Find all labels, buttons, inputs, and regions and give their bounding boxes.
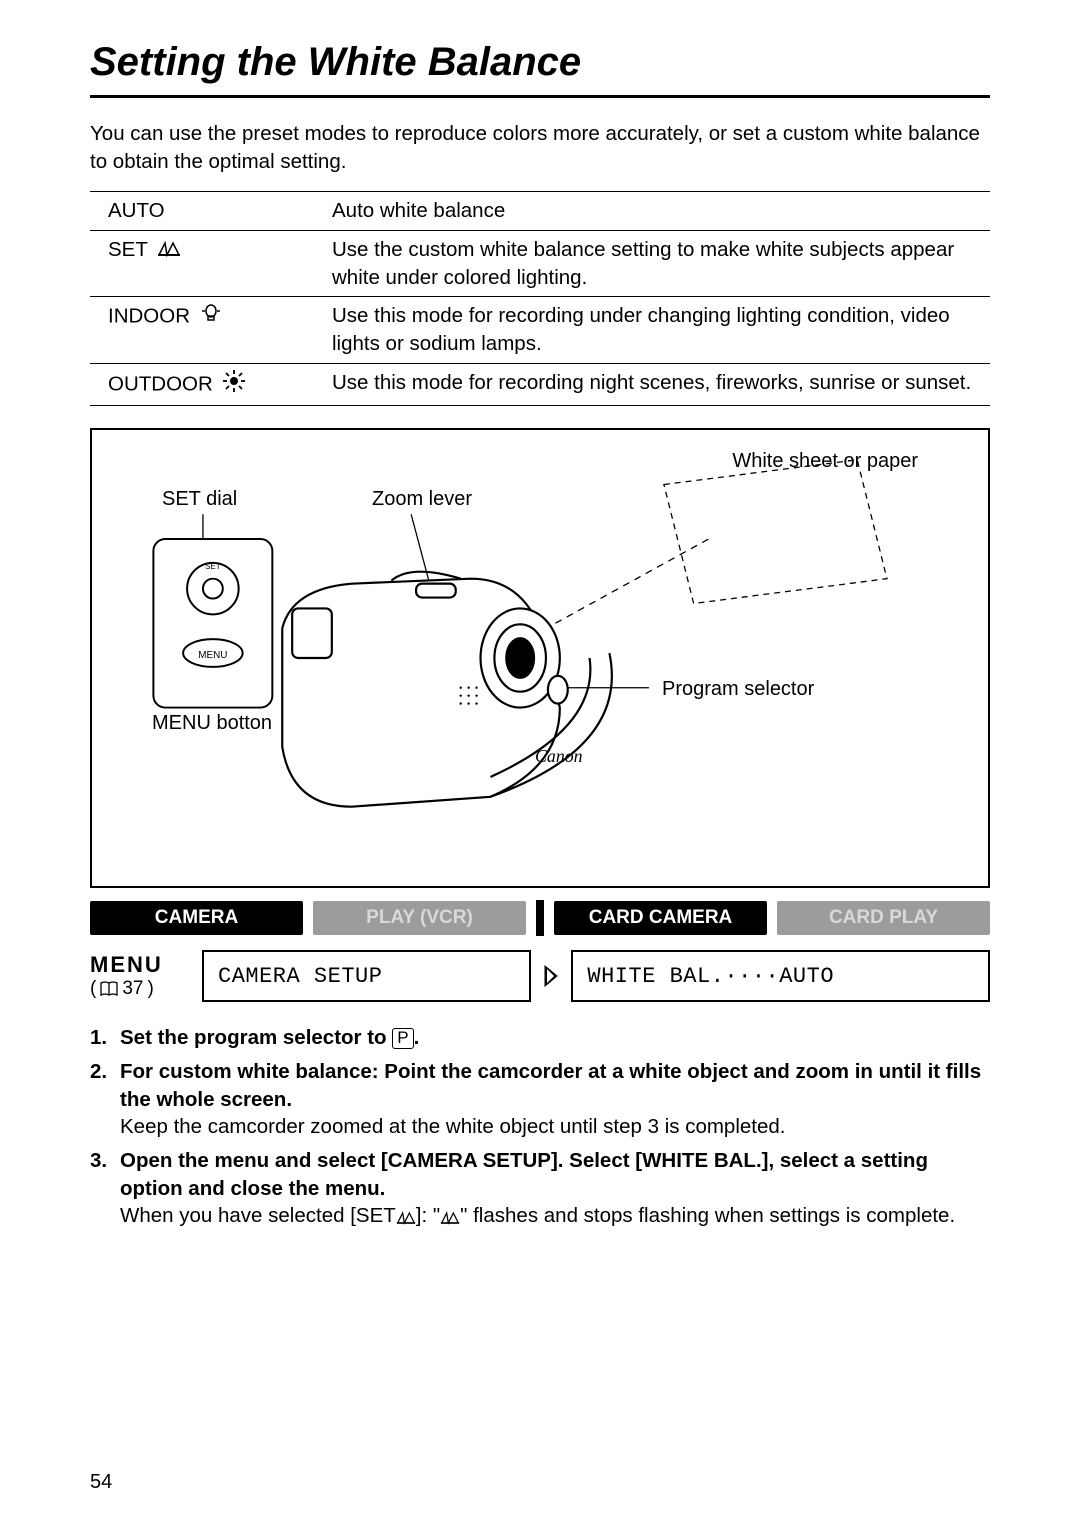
label-program-selector: Program selector: [662, 678, 814, 701]
set-icon: [157, 237, 181, 265]
mode-name: AUTO: [90, 192, 320, 231]
step-body-text: Keep the camcorder zoomed at the white o…: [120, 1113, 990, 1141]
menu-row: MENU ( 37) CAMERA SETUP WHITE BAL.····AU…: [90, 950, 990, 1002]
steps-list: Set the program selector to P. For custo…: [90, 1024, 990, 1233]
mode-desc: Use this mode for recording under changi…: [320, 297, 990, 363]
tab-separator: [536, 900, 544, 936]
menu-box-camera-setup: CAMERA SETUP: [202, 950, 531, 1002]
mode-desc: Auto white balance: [320, 192, 990, 231]
table-row: AUTO Auto white balance: [90, 192, 990, 231]
table-row: SET Use the custom white balance setting…: [90, 231, 990, 297]
page-number: 54: [90, 1471, 112, 1494]
mode-desc: Use the custom white balance setting to …: [320, 231, 990, 297]
svg-text:MENU: MENU: [198, 650, 227, 661]
table-row: INDOOR Use this mode for recording under…: [90, 297, 990, 363]
mode-name: SET: [90, 231, 320, 297]
book-icon: [100, 981, 118, 997]
tab-camera: CAMERA: [90, 901, 303, 935]
set-icon: [396, 1205, 416, 1233]
page-title: Setting the White Balance: [90, 40, 990, 85]
outdoor-icon: [222, 369, 246, 401]
label-white-sheet: White sheet or paper: [732, 450, 918, 473]
step-text: .: [414, 1026, 420, 1049]
tab-card-play: CARD PLAY: [777, 901, 990, 935]
camcorder-diagram: MENU SET Canon: [90, 428, 990, 888]
step-item: For custom white balance: Point the camc…: [90, 1058, 990, 1141]
mode-name: OUTDOOR: [90, 363, 320, 406]
label-set-dial: SET dial: [162, 488, 237, 511]
table-row: OUTDOOR Use this mode for recording nigh…: [90, 363, 990, 406]
step-item: Open the menu and select [CAMERA SETUP].…: [90, 1147, 990, 1233]
step-text: For custom white balance: Point the camc…: [120, 1060, 981, 1111]
intro-text: You can use the preset modes to reproduc…: [90, 120, 990, 175]
modes-table: AUTO Auto white balance SET Use the cust…: [90, 191, 990, 406]
tab-card-camera: CARD CAMERA: [554, 901, 767, 935]
step-body-text: When you have selected [SET]: "" flashes…: [120, 1202, 990, 1233]
indoor-icon: [200, 302, 222, 332]
label-menu-button: MENU botton: [152, 712, 272, 735]
set-icon: [440, 1205, 460, 1233]
letter-p-icon: P: [392, 1028, 413, 1049]
svg-text:Canon: Canon: [535, 746, 583, 766]
menu-label: MENU: [90, 952, 190, 978]
mode-tabs: CAMERA PLAY (VCR) CARD CAMERA CARD PLAY: [90, 900, 990, 936]
menu-arrow-icon: [543, 950, 559, 1002]
menu-box-white-bal: WHITE BAL.····AUTO: [571, 950, 990, 1002]
tab-play-vcr: PLAY (VCR): [313, 901, 526, 935]
step-text: Set the program selector to: [120, 1026, 392, 1049]
step-text: Open the menu and select [CAMERA SETUP].…: [120, 1149, 928, 1200]
menu-page-ref: ( 37): [90, 978, 190, 1000]
label-zoom-lever: Zoom lever: [372, 488, 472, 511]
mode-name: INDOOR: [90, 297, 320, 363]
svg-text:SET: SET: [205, 562, 221, 571]
mode-desc: Use this mode for recording night scenes…: [320, 363, 990, 406]
step-item: Set the program selector to P.: [90, 1024, 990, 1052]
title-rule: [90, 95, 990, 98]
